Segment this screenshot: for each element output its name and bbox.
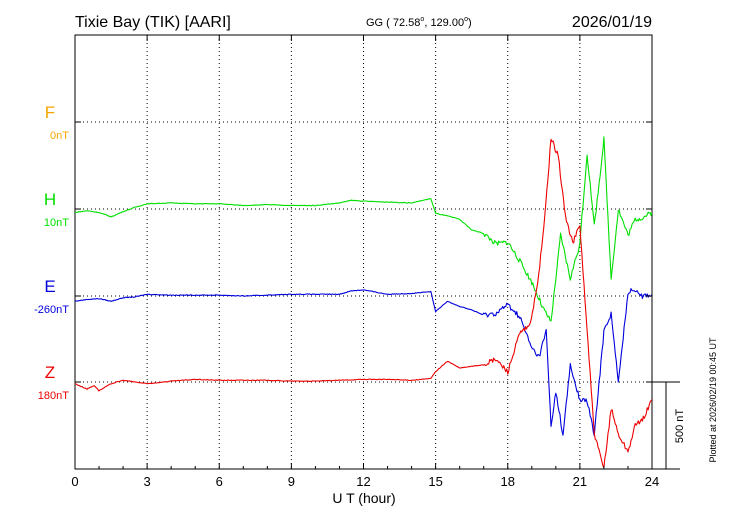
date-label: 2026/01/19 bbox=[572, 14, 652, 31]
series-line-e bbox=[75, 288, 652, 437]
scale-bar-label: 500 nT bbox=[674, 409, 686, 444]
x-tick-label: 0 bbox=[71, 474, 78, 489]
scale-bar: 500 nT bbox=[652, 381, 686, 470]
channel-label-h: H bbox=[44, 190, 56, 209]
x-tick-label: 3 bbox=[144, 474, 151, 489]
x-tick-label: 15 bbox=[428, 474, 442, 489]
series-line-z bbox=[75, 138, 652, 469]
plotted-timestamp: Plotted at 2026/02/19 00:45 UT bbox=[708, 337, 718, 463]
station-title: Tixie Bay (TIK) [AARI] bbox=[75, 14, 231, 31]
channel-label-z: Z bbox=[45, 363, 55, 382]
grid-lines bbox=[75, 35, 652, 469]
x-tick-label: 21 bbox=[573, 474, 587, 489]
channel-baseline-h: 10nT bbox=[44, 217, 69, 229]
series-lines bbox=[75, 136, 652, 469]
x-tick-label: 6 bbox=[216, 474, 223, 489]
x-tick-label: 9 bbox=[288, 474, 295, 489]
channel-label-e: E bbox=[44, 277, 55, 296]
coordinates-label: GG ( 72.58o, 129.00o) bbox=[366, 16, 472, 29]
x-tick-label: 18 bbox=[501, 474, 515, 489]
x-axis-label: U T (hour) bbox=[332, 490, 395, 506]
channel-labels: F 0nT H 10nT E -260nT Z 180nT bbox=[34, 103, 69, 402]
channel-label-f: F bbox=[45, 103, 55, 122]
x-tick-label: 24 bbox=[645, 474, 659, 489]
series-line-h bbox=[75, 136, 652, 322]
x-tick-label: 12 bbox=[356, 474, 370, 489]
channel-baseline-z: 180nT bbox=[38, 390, 69, 402]
channel-baseline-f: 0nT bbox=[50, 130, 69, 142]
x-axis: 0 3 6 9 12 15 18 21 24 bbox=[71, 35, 659, 489]
channel-baseline-e: -260nT bbox=[34, 304, 69, 316]
